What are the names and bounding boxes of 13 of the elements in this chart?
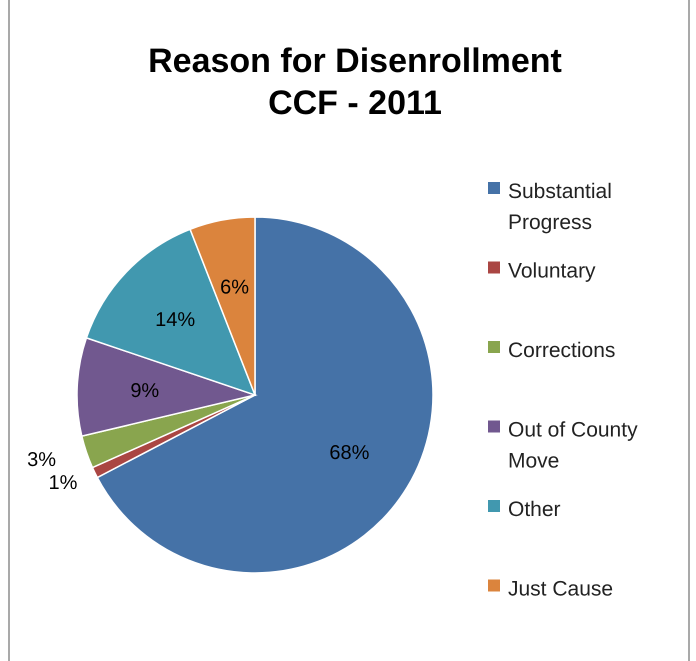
data-label: 1% — [48, 472, 78, 494]
legend-label: Substantial Progress — [508, 180, 612, 234]
data-label: 3% — [27, 449, 56, 472]
data-label: 6% — [220, 276, 250, 299]
legend-label: Out of County Move — [508, 418, 638, 472]
legend-label: Corrections — [508, 339, 616, 362]
data-label: 9% — [130, 380, 160, 402]
legend-label: Voluntary — [508, 260, 596, 282]
data-label: 14% — [155, 308, 196, 331]
data-label: 68% — [329, 442, 370, 464]
legend-label: Other — [508, 498, 561, 521]
legend-label: Just Cause — [508, 578, 614, 600]
chart-title: Reason for Disenrollment CCF - 2011 — [148, 42, 562, 122]
